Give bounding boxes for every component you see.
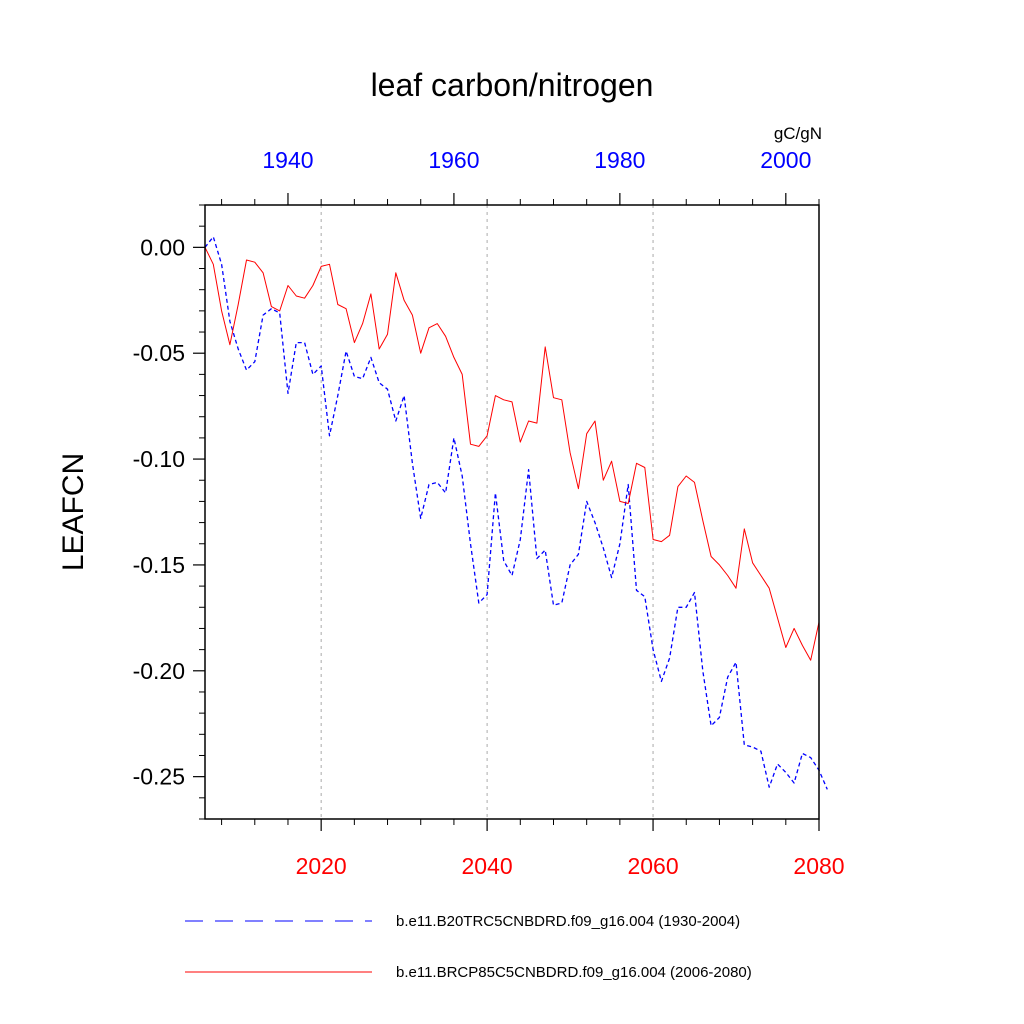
x-top-tick-label: 1960 bbox=[428, 147, 479, 173]
series-line-1 bbox=[204, 236, 828, 790]
series-lines bbox=[204, 236, 828, 790]
legend: b.e11.B20TRC5CNBDRD.f09_g16.004 (1930-20… bbox=[185, 913, 752, 981]
y-tick-label: -0.15 bbox=[133, 552, 185, 578]
y-tick-label: -0.20 bbox=[133, 658, 185, 684]
y-axis-label: LEAFCN bbox=[57, 453, 90, 571]
y-tick-label: 0.00 bbox=[140, 234, 185, 260]
x-bottom-tick-label: 2020 bbox=[296, 853, 347, 879]
x-top-tick-label: 1940 bbox=[262, 147, 313, 173]
y-tick-label: -0.05 bbox=[133, 340, 185, 366]
legend-label-1: b.e11.B20TRC5CNBDRD.f09_g16.004 (1930-20… bbox=[396, 913, 740, 930]
x-top-tick-label: 1980 bbox=[594, 147, 645, 173]
x-bottom-tick-label: 2080 bbox=[793, 853, 844, 879]
legend-label-2: b.e11.BRCP85C5CNBDRD.f09_g16.004 (2006-2… bbox=[396, 964, 752, 981]
y-tick-label: -0.25 bbox=[133, 764, 185, 790]
chart-title: leaf carbon/nitrogen bbox=[371, 67, 654, 103]
y-tick-label: -0.10 bbox=[133, 446, 185, 472]
tick-labels: 0.00 -0.05 -0.10 -0.15 -0.20 -0.25 2020 2040 206… bbox=[133, 147, 845, 879]
tick-marks bbox=[193, 193, 820, 831]
series-line-2 bbox=[204, 247, 820, 661]
x-bottom-tick-label: 2040 bbox=[462, 853, 513, 879]
plot-frame bbox=[204, 204, 820, 820]
x-top-tick-label: 2000 bbox=[760, 147, 811, 173]
units-label: gC/gN bbox=[774, 124, 822, 143]
gridlines bbox=[320, 205, 654, 819]
x-bottom-tick-label: 2060 bbox=[627, 853, 678, 879]
